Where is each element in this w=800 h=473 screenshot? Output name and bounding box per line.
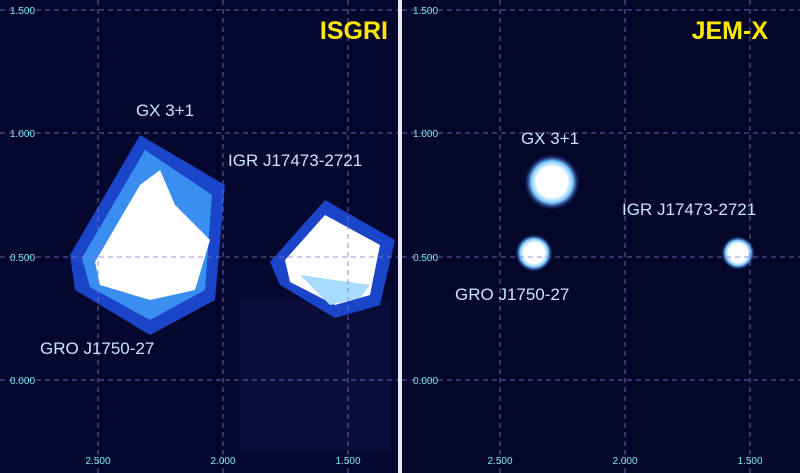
y-tick-label: 0.500 bbox=[10, 253, 35, 264]
background-noise bbox=[240, 300, 390, 450]
x-tick-label: 2.500 bbox=[85, 456, 110, 467]
panel-title: ISGRI bbox=[320, 17, 388, 45]
x-tick-label: 2.500 bbox=[487, 456, 512, 467]
source-label: GRO J1750-27 bbox=[455, 285, 569, 304]
grid bbox=[402, 0, 800, 473]
y-tick-label: 0.500 bbox=[413, 253, 438, 264]
igr-edge bbox=[300, 275, 370, 305]
panel-title: JEM-X bbox=[692, 17, 769, 45]
source-label: IGR J17473-2721 bbox=[228, 151, 362, 170]
y-tick-label: 1.500 bbox=[10, 6, 35, 17]
source-label: GX 3+1 bbox=[136, 101, 194, 120]
grid bbox=[0, 0, 398, 473]
y-tick-label: 1.000 bbox=[10, 129, 35, 140]
source-label: IGR J17473-2721 bbox=[622, 200, 756, 219]
y-tick-label: 1.000 bbox=[413, 129, 438, 140]
separator bbox=[398, 0, 402, 473]
igr-source bbox=[721, 236, 755, 270]
gx-source bbox=[524, 154, 580, 210]
panel-background bbox=[402, 0, 800, 473]
x-tick-label: 1.500 bbox=[737, 456, 762, 467]
gx-core bbox=[95, 170, 210, 300]
y-tick-label: 0.000 bbox=[413, 376, 438, 387]
x-tick-label: 2.000 bbox=[210, 456, 235, 467]
jemx-panel: 1.500 1.000 0.500 0.000 2.500 2.000 1.50… bbox=[402, 0, 800, 473]
x-tick-label: 1.500 bbox=[335, 456, 360, 467]
x-tick-label: 2.000 bbox=[612, 456, 637, 467]
source-label: GRO J1750-27 bbox=[40, 339, 154, 358]
y-tick-label: 0.000 bbox=[10, 376, 35, 387]
y-tick-label: 1.500 bbox=[413, 6, 438, 17]
source-label: GX 3+1 bbox=[521, 129, 579, 148]
isgri-panel: 1.500 1.000 0.500 0.000 2.500 2.000 1.50… bbox=[0, 0, 398, 473]
gro-source bbox=[515, 234, 553, 272]
